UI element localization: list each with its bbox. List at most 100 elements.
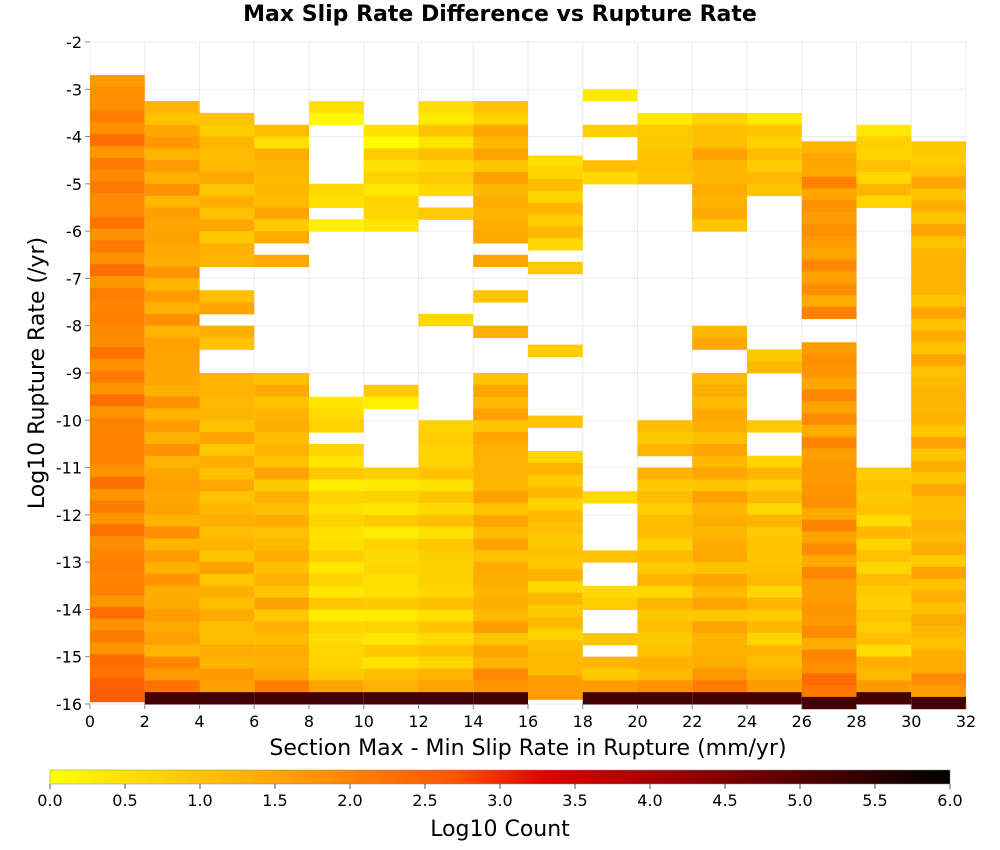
heatmap-cell bbox=[363, 396, 419, 409]
heatmap-cell bbox=[692, 396, 747, 409]
heatmap-cell bbox=[199, 609, 255, 622]
heatmap-cell bbox=[911, 519, 966, 532]
heatmap-cell bbox=[199, 633, 255, 646]
heatmap-cell bbox=[747, 183, 802, 197]
heatmap-cell bbox=[90, 240, 145, 253]
heatmap-cell bbox=[144, 455, 200, 469]
heatmap-cell bbox=[582, 668, 638, 681]
heatmap-cell bbox=[528, 214, 583, 227]
heatmap-cell bbox=[254, 136, 309, 149]
heatmap-cell bbox=[144, 242, 200, 256]
heatmap-cell bbox=[747, 349, 802, 362]
heatmap-cell bbox=[473, 491, 528, 504]
heatmap-cell bbox=[473, 325, 528, 339]
heatmap-cell bbox=[528, 675, 583, 688]
heatmap-cell bbox=[90, 429, 145, 443]
heatmap-cell bbox=[801, 602, 857, 615]
heatmap-cell bbox=[473, 503, 528, 516]
heatmap-cell bbox=[801, 578, 857, 592]
heatmap-cell bbox=[801, 436, 857, 450]
heatmap-cell bbox=[90, 146, 145, 159]
heatmap-cell bbox=[747, 455, 802, 469]
heatmap-cell bbox=[309, 550, 364, 563]
heatmap-cell bbox=[363, 384, 419, 398]
heatmap-cell bbox=[911, 614, 966, 627]
heatmap-cell bbox=[637, 148, 693, 161]
heatmap-cell bbox=[856, 124, 912, 138]
heatmap-cell bbox=[90, 157, 145, 171]
heatmap-cell bbox=[856, 562, 912, 575]
heatmap-cell bbox=[363, 609, 419, 622]
heatmap-cell bbox=[418, 550, 474, 563]
heatmap-cell bbox=[692, 573, 747, 587]
heatmap-cell bbox=[309, 455, 364, 469]
heatmap-cell bbox=[473, 160, 528, 173]
heatmap-cell bbox=[90, 346, 145, 360]
heatmap-cell bbox=[418, 503, 474, 516]
heatmap-cell bbox=[199, 112, 255, 126]
heatmap-cell bbox=[90, 500, 145, 513]
heatmap-cell bbox=[801, 188, 857, 201]
heatmap-cell bbox=[473, 219, 528, 232]
x-axis-ticks: 0 2 4 6 8 10 12 14 16 18 20 22 24 26 28 30 32 bbox=[85, 704, 976, 731]
heatmap-cell bbox=[254, 644, 309, 658]
heatmap-cell bbox=[199, 503, 255, 516]
heatmap-cell bbox=[144, 219, 200, 232]
heatmap-cell bbox=[418, 455, 474, 469]
heatmap-cell bbox=[309, 195, 364, 208]
heatmap-cell bbox=[363, 172, 419, 185]
heatmap-cell bbox=[254, 373, 309, 386]
heatmap-cell bbox=[692, 337, 747, 350]
heatmap-cell bbox=[801, 425, 857, 438]
heatmap-cell bbox=[309, 644, 364, 658]
heatmap-cell bbox=[418, 692, 474, 705]
colorbar-tick-label: 5.0 bbox=[787, 791, 812, 810]
x-tick-label: 26 bbox=[792, 712, 812, 731]
heatmap-cell bbox=[363, 467, 419, 480]
heatmap-cell bbox=[144, 479, 200, 492]
heatmap-cell bbox=[473, 290, 528, 303]
heatmap-cell bbox=[309, 609, 364, 622]
heatmap-cell bbox=[199, 302, 255, 315]
y-tick-label: -15 bbox=[56, 648, 82, 667]
heatmap-cell bbox=[363, 514, 419, 528]
heatmap-cell bbox=[637, 656, 693, 670]
heatmap-cell bbox=[144, 562, 200, 575]
heatmap-cell bbox=[473, 396, 528, 409]
heatmap-cell bbox=[801, 401, 857, 414]
heatmap-cell bbox=[144, 278, 200, 291]
heatmap-cell bbox=[582, 124, 638, 138]
heatmap-cell bbox=[363, 148, 419, 161]
heatmap-cell bbox=[747, 621, 802, 634]
y-tick-label: -7 bbox=[66, 269, 82, 288]
heatmap-cell bbox=[199, 231, 255, 244]
heatmap-cell bbox=[528, 581, 583, 594]
heatmap-cell bbox=[309, 656, 364, 670]
heatmap-cell bbox=[199, 538, 255, 551]
heatmap-cell bbox=[692, 479, 747, 492]
heatmap-cell bbox=[911, 294, 966, 308]
heatmap-cell bbox=[254, 573, 309, 587]
heatmap-cell bbox=[801, 294, 857, 308]
heatmap-cell bbox=[418, 573, 474, 587]
heatmap-cell bbox=[637, 668, 693, 681]
heatmap-cell bbox=[309, 101, 364, 114]
heatmap-cell bbox=[637, 420, 693, 433]
heatmap-cell bbox=[911, 235, 966, 249]
heatmap-cell bbox=[144, 503, 200, 516]
heatmap-cell bbox=[637, 112, 693, 126]
x-tick-label: 16 bbox=[518, 712, 538, 731]
heatmap-cell bbox=[911, 318, 966, 331]
x-tick-label: 22 bbox=[682, 712, 702, 731]
heatmap-cell bbox=[473, 254, 528, 268]
heatmap-cell bbox=[692, 124, 747, 138]
heatmap-cell bbox=[692, 538, 747, 551]
heatmap-cell bbox=[418, 136, 474, 149]
heatmap-cell bbox=[801, 507, 857, 521]
heatmap-cell bbox=[254, 195, 309, 208]
colorbar-tick-label: 0.0 bbox=[37, 791, 62, 810]
heatmap-cell bbox=[747, 656, 802, 670]
heatmap-cell bbox=[856, 526, 912, 539]
heatmap-cell bbox=[747, 680, 802, 693]
heatmap-cell bbox=[747, 112, 802, 126]
